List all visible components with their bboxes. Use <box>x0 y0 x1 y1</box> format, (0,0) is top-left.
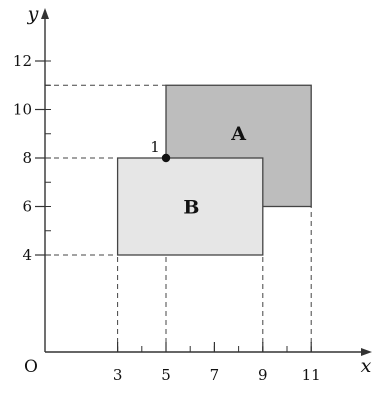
point-label: 1 <box>150 138 160 156</box>
rectangle-b-label: B <box>183 197 199 219</box>
y-axis-arrow-icon <box>41 8 49 19</box>
y-tick-label: 12 <box>13 52 32 70</box>
y-tick-label: 4 <box>22 246 32 264</box>
point-marker <box>161 153 171 163</box>
origin-label: O <box>24 357 38 377</box>
x-tick-label: 11 <box>302 366 321 384</box>
ticks: 3 5 7 9 11 4 6 8 10 12 <box>13 52 321 384</box>
x-tick-label: 7 <box>210 366 220 384</box>
x-axis-arrow-icon <box>361 348 372 356</box>
x-tick-label: 9 <box>258 366 268 384</box>
y-tick-label: 8 <box>22 149 32 167</box>
x-tick-label: 3 <box>113 366 123 384</box>
rectangle-a-label: A <box>230 123 246 145</box>
y-axis-label: y <box>27 3 39 25</box>
rectangles <box>116 84 312 256</box>
labels: x y O A B 1 <box>24 3 372 377</box>
x-axis-label: x <box>361 355 372 377</box>
y-tick-label: 6 <box>22 198 32 216</box>
y-tick-label: 10 <box>13 101 32 119</box>
x-tick-label: 5 <box>161 366 171 384</box>
rectangle-b <box>116 157 264 256</box>
